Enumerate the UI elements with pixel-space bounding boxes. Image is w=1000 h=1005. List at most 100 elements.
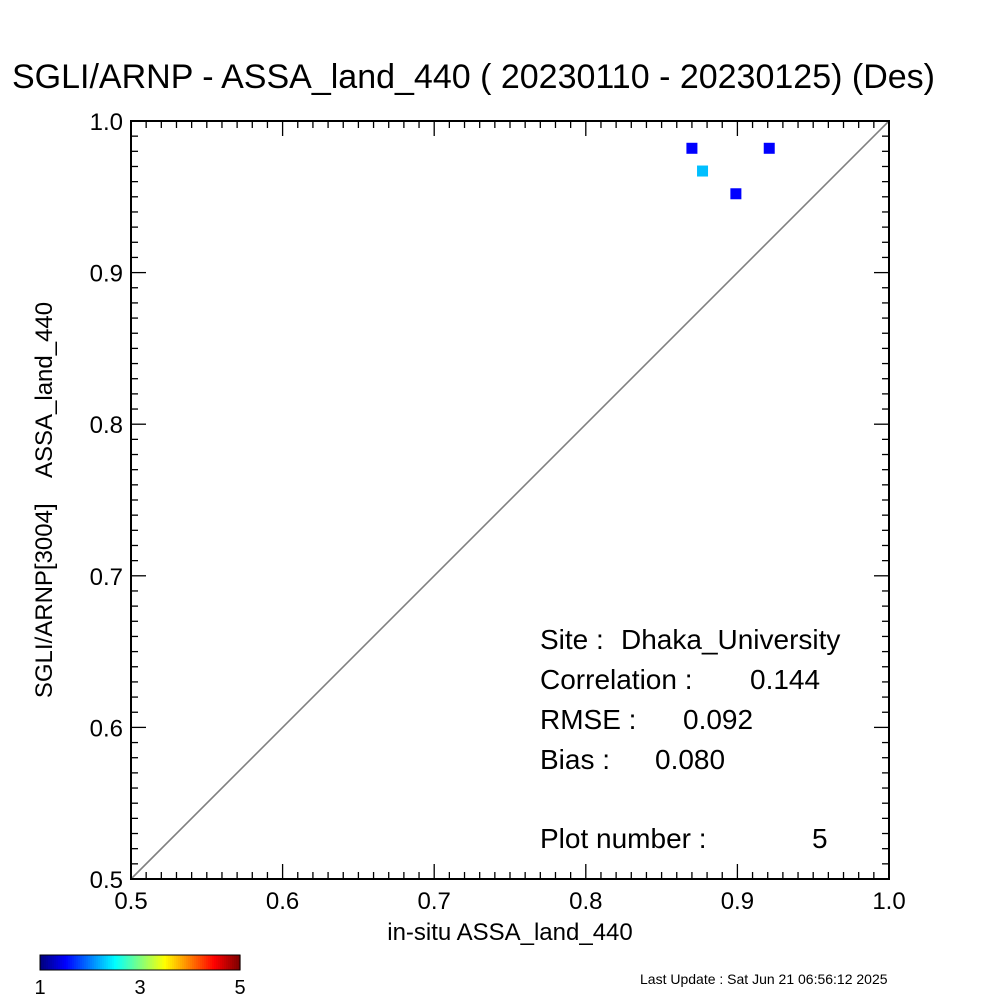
x-axis-title: in-situ ASSA_land_440 (387, 919, 633, 946)
colorbar-segment (90, 955, 93, 970)
colorbar-segment (58, 955, 61, 970)
colorbar-segment (136, 955, 139, 970)
colorbar-segment (172, 955, 175, 970)
colorbar-segment (238, 955, 241, 970)
colorbar-segment (188, 955, 191, 970)
colorbar-segment (68, 955, 71, 970)
colorbar-segment (182, 955, 185, 970)
colorbar-segment (152, 955, 155, 970)
colorbar-segment (178, 955, 181, 970)
colorbar-segment (88, 955, 91, 970)
y-tick-label: 0.9 (90, 261, 123, 288)
data-point-1 (686, 142, 698, 154)
colorbar-segment (150, 955, 153, 970)
colorbar-segment (60, 955, 63, 970)
colorbar-segment (74, 955, 77, 970)
correlation-value: 0.144 (750, 664, 820, 695)
colorbar-segment (132, 955, 135, 970)
tick-labels: 0.5 0.6 0.7 0.8 0.9 1.0 0.5 0.6 0.7 0.8 0.9 1.0 (90, 109, 906, 915)
colorbar-segment (160, 955, 163, 970)
correlation-label: Correlation : (540, 664, 693, 695)
colorbar-segment (50, 955, 53, 970)
colorbar-segment (116, 955, 119, 970)
colorbar-segment (72, 955, 75, 970)
colorbar-segment (174, 955, 177, 970)
colorbar-segment (164, 955, 167, 970)
colorbar-segment (42, 955, 45, 970)
y-tick-label: 0.6 (90, 715, 123, 742)
data-point-3 (730, 188, 742, 200)
colorbar-segment (48, 955, 51, 970)
colorbar-segment (64, 955, 67, 970)
x-tick-label: 1.0 (872, 888, 905, 915)
site-label: Site : (540, 624, 604, 655)
y-axis-title: SGLI/ARNP[3004] ASSA_land_440 (31, 302, 58, 698)
colorbar-segment (194, 955, 197, 970)
bias-label: Bias : (540, 744, 610, 775)
chart-title: SGLI/ARNP - ASSA_land_440 ( 20230110 - 2… (12, 58, 935, 96)
one-to-one-line (130, 120, 890, 880)
colorbar-segment (166, 955, 169, 970)
colorbar-segment (140, 955, 143, 970)
y-tick-label: 0.7 (90, 564, 123, 591)
plot-number-value: 5 (812, 823, 828, 854)
colorbar-segment (198, 955, 201, 970)
colorbar-segment (130, 955, 133, 970)
site-value: Dhaka_University (621, 624, 840, 655)
colorbar-segment (54, 955, 57, 970)
colorbar-segment (96, 955, 99, 970)
colorbar-segment (232, 955, 235, 970)
colorbar-segment (124, 955, 127, 970)
colorbar-segment (134, 955, 137, 970)
colorbar-segment (44, 955, 47, 970)
colorbar-segment (108, 955, 111, 970)
stats-panel: Site : Dhaka_University Correlation : 0.… (540, 624, 840, 854)
colorbar-segment (224, 955, 227, 970)
colorbar-label: 5 (234, 977, 245, 999)
x-tick-label: 0.9 (721, 888, 754, 915)
colorbar-segment (162, 955, 165, 970)
colorbar-segment (154, 955, 157, 970)
colorbar-label: 1 (34, 977, 45, 999)
colorbar-segment (180, 955, 183, 970)
x-tick-label: 0.6 (266, 888, 299, 915)
bias-value: 0.080 (655, 744, 725, 775)
colorbar-segment (186, 955, 189, 970)
colorbar-segment (76, 955, 79, 970)
rmse-value: 0.092 (683, 704, 753, 735)
colorbar-segment (84, 955, 87, 970)
colorbar-segment (70, 955, 73, 970)
colorbar-segment (62, 955, 65, 970)
colorbar-segment (114, 955, 117, 970)
colorbar-segment (158, 955, 161, 970)
colorbar-segment (168, 955, 171, 970)
colorbar-segment (118, 955, 121, 970)
colorbar-segment (206, 955, 209, 970)
colorbar-segment (120, 955, 123, 970)
y-tick-label: 0.8 (90, 412, 123, 439)
colorbar-segment (156, 955, 159, 970)
colorbar-segment (52, 955, 55, 970)
colorbar-label: 3 (134, 977, 145, 999)
colorbar-segment (142, 955, 145, 970)
colorbar-segment (104, 955, 107, 970)
colorbar-segment (46, 955, 49, 970)
colorbar-segment (126, 955, 129, 970)
rmse-label: RMSE : (540, 704, 636, 735)
colorbar-segment (100, 955, 103, 970)
y-tick-label: 1.0 (90, 109, 123, 136)
colorbar-segment (146, 955, 149, 970)
colorbar-segment (210, 955, 213, 970)
colorbar: 1 3 5 (34, 954, 246, 999)
colorbar-segment (230, 955, 233, 970)
colorbar-segment (138, 955, 141, 970)
colorbar-segment (208, 955, 211, 970)
colorbar-segment (222, 955, 225, 970)
colorbar-segment (202, 955, 205, 970)
data-point-2 (697, 165, 709, 177)
colorbar-segment (170, 955, 173, 970)
colorbar-segment (106, 955, 109, 970)
colorbar-segment (78, 955, 81, 970)
